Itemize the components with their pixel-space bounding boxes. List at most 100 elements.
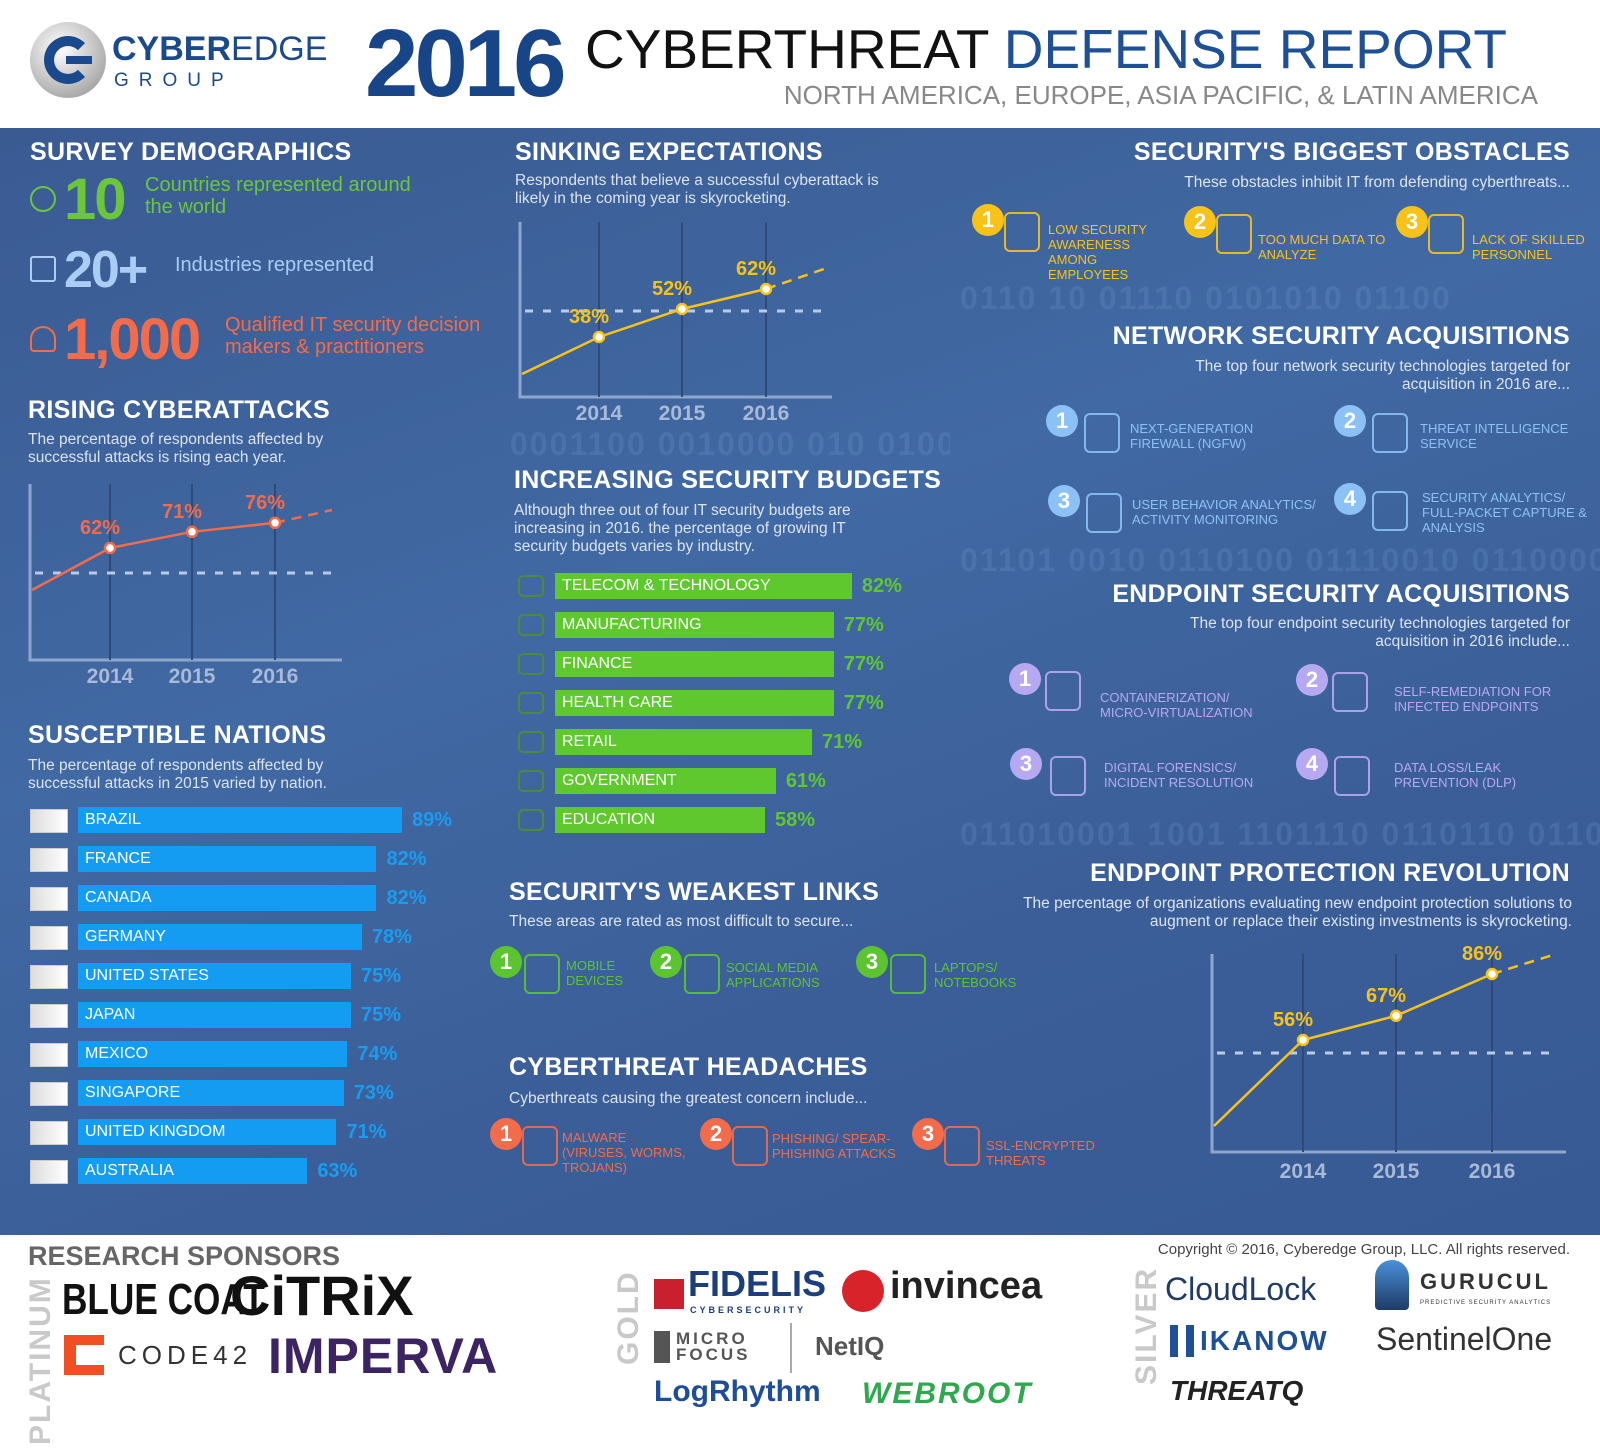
data-point [1485, 967, 1499, 981]
x-tick-label: 2016 [252, 665, 299, 688]
chart-axes [518, 222, 832, 399]
divider [790, 1323, 792, 1373]
chart-axes [28, 484, 342, 662]
section-title: ENDPOINT PROTECTION REVOLUTION [1090, 859, 1570, 887]
bar: FRANCE [78, 846, 377, 872]
globe-icon [30, 186, 56, 212]
bar-value-label: 75% [361, 965, 402, 987]
data-point [759, 282, 773, 296]
number-badge: 2 [1184, 206, 1216, 238]
bar: JAPAN [78, 1002, 351, 1028]
bar-value-label: 75% [361, 1004, 402, 1026]
x-tick-label: 2015 [1373, 1160, 1420, 1183]
number-badge: 1 [490, 946, 522, 978]
item-label: USER BEHAVIOR ANALYTICS/ ACTIVITY MONITO… [1132, 497, 1316, 527]
item-label: SOCIAL MEDIA APPLICATIONS [726, 960, 820, 990]
trend-extension [765, 267, 825, 291]
phishing-envelope-icon [732, 1126, 768, 1166]
bar: MEXICO [78, 1041, 348, 1067]
bar-value-label: 77% [843, 614, 884, 636]
item-label: LAPTOPS/ NOTEBOOKS [934, 960, 1017, 990]
heart-icon [518, 692, 544, 714]
number-badge: 3 [856, 946, 888, 978]
item-label: MOBILE DEVICES [566, 958, 624, 988]
dollar-icon [518, 653, 544, 675]
bar: MANUFACTURING [555, 612, 834, 638]
item-label: TOO MUCH DATA TO ANALYZE [1258, 232, 1386, 262]
bar-value-label: 58% [774, 809, 815, 831]
mobile-phone-icon [524, 954, 560, 994]
data-point [103, 541, 117, 555]
report-year: 2016 [365, 10, 567, 117]
logo-edge: EDGE [231, 30, 328, 68]
series-line [31, 521, 276, 592]
section-subtitle: The percentage of organizations evaluati… [1023, 895, 1572, 930]
first-aid-kit-icon [1332, 672, 1368, 712]
x-tick-label: 2014 [87, 665, 134, 688]
bar-value-label: 82% [386, 887, 427, 909]
fingerprint-icon [1050, 756, 1086, 796]
bluecoat-logo: BLUE COAT [62, 1275, 265, 1324]
number-badge: 4 [1296, 748, 1328, 780]
government-building-icon [518, 770, 544, 792]
number-badge: 1 [972, 204, 1004, 236]
stat-label: Countries represented around the world [145, 174, 411, 218]
laptop-icon [890, 954, 926, 994]
binary-background: 011010001 1001 1101110 0110110 01100 [960, 816, 1600, 852]
logo-group: GROUP [114, 70, 234, 91]
fidelis-logo: FIDELIS [688, 1263, 827, 1304]
code42-logo: CODE42 [118, 1340, 253, 1370]
bar: AUSTRALIA [78, 1158, 308, 1184]
bar: GERMANY [78, 924, 362, 950]
bar: UNITED KINGDOM [78, 1119, 337, 1145]
item-label: THREAT INTELLIGENCE SERVICE [1420, 421, 1569, 451]
logo-cyber: CYBER [112, 30, 232, 68]
data-point [675, 302, 689, 316]
x-tick-label: 2015 [169, 665, 216, 688]
binary-background: 0001100 0010000 010 0100 01100101 011001… [510, 426, 950, 462]
binary-background: 0110 10 01110 0101010 01100 [960, 280, 1452, 316]
logrhythm-logo: LogRhythm [654, 1375, 821, 1408]
person-icon [30, 326, 56, 352]
crosshair-icon [1372, 413, 1408, 453]
title-defense-report: DEFENSE REPORT [1003, 18, 1507, 80]
number-badge: 4 [1334, 483, 1366, 515]
data-point [1389, 1009, 1403, 1023]
bar: RETAIL [555, 729, 813, 755]
bar: TELECOM & TECHNOLOGY [555, 573, 852, 599]
section-title: RISING CYBERATTACKS [28, 396, 331, 424]
sponsors-title: RESEARCH SPONSORS [28, 1241, 341, 1271]
briefcase-icon [30, 256, 56, 282]
item-label: DATA LOSS/LEAK PREVENTION (DLP) [1394, 760, 1517, 790]
invincea-logo: invincea [890, 1265, 1043, 1307]
documents-icon [1216, 214, 1252, 254]
bug-icon [522, 1126, 558, 1166]
series-line [1213, 972, 1493, 1127]
bar: EDUCATION [555, 807, 765, 833]
sentinelone-logo: SentinelOne [1376, 1321, 1553, 1357]
number-badge: 3 [912, 1118, 944, 1150]
section-title: SINKING EXPECTATIONS [515, 138, 823, 166]
bar-value-label: 82% [861, 575, 902, 597]
bar: FINANCE [555, 651, 834, 677]
data-label: 52% [652, 278, 692, 300]
x-tick-label: 2014 [576, 402, 623, 425]
laptop-container-icon [1045, 671, 1081, 711]
chart-axes [1210, 954, 1566, 1154]
item-label: CONTAINERIZATION/ MICRO-VIRTUALIZATION [1100, 690, 1253, 720]
bar-value-label: 77% [843, 653, 884, 675]
section-subtitle: These obstacles inhibit IT from defendin… [1184, 174, 1570, 191]
section-subtitle: Although three out of four IT security b… [514, 502, 851, 555]
trend-extension [274, 508, 333, 525]
mexico-flag-icon [30, 1043, 68, 1067]
data-label: 62% [736, 258, 776, 280]
copyright: Copyright © 2016, Cyberedge Group, LLC. … [1157, 1241, 1570, 1258]
data-label: 76% [245, 492, 285, 514]
tier-silver-label: SILVER [1130, 1266, 1163, 1385]
item-label: LACK OF SKILLED PERSONNEL [1472, 232, 1585, 262]
data-label: 71% [162, 501, 202, 523]
people-question-icon [1004, 212, 1040, 252]
lock-icon [944, 1126, 980, 1166]
stat-label: Industries represented [175, 254, 375, 276]
section-subtitle: The percentage of respondents affected b… [28, 757, 327, 792]
